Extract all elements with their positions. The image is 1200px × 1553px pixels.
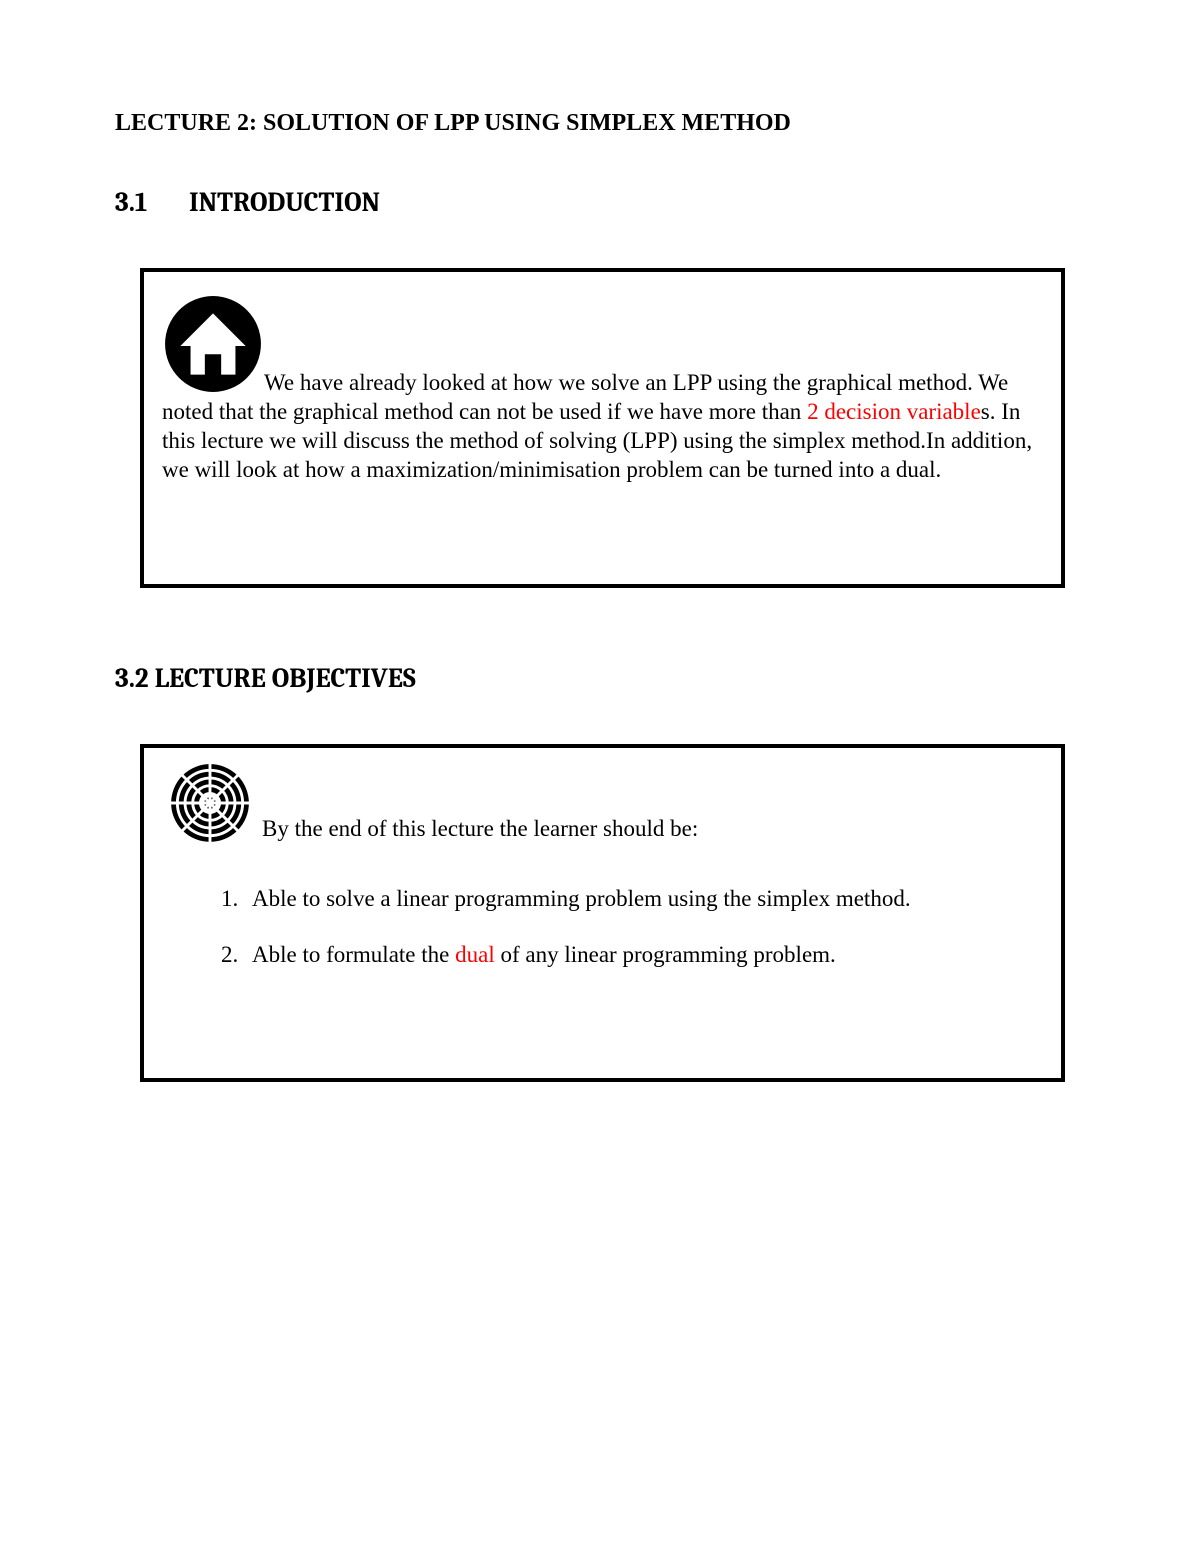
objectives-lead: By the end of this lecture the learner s… — [262, 816, 698, 841]
item-text-before: Able to formulate the — [252, 942, 455, 967]
lecture-title: LECTURE 2: SOLUTION OF LPP USING SIMPLEX… — [115, 110, 1085, 137]
target-icon — [162, 823, 262, 840]
section-heading-intro: 3.1 INTRODUCTION — [115, 187, 1085, 218]
intro-text-highlight: 2 decision variable — [807, 399, 981, 424]
intro-paragraph: We have already looked at how we solve a… — [162, 370, 1032, 481]
section-heading-objectives: 3.2 LECTURE OBJECTIVES — [115, 663, 1085, 694]
section-number: 3.1 — [115, 187, 183, 218]
objectives-box: By the end of this lecture the learner s… — [140, 744, 1065, 1082]
section-heading-text: LECTURE OBJECTIVES — [155, 663, 416, 694]
objectives-list: Able to solve a linear programming probl… — [162, 886, 1043, 968]
item-text-highlight: dual — [455, 942, 495, 967]
home-icon — [162, 290, 264, 398]
intro-box: We have already looked at how we solve a… — [140, 268, 1065, 588]
section-number: 3.2 — [115, 663, 149, 694]
list-item: Able to formulate the dual of any linear… — [244, 942, 1043, 968]
list-item: Able to solve a linear programming probl… — [244, 886, 1043, 912]
section-heading-text: INTRODUCTION — [189, 187, 380, 218]
item-text-after: of any linear programming problem. — [495, 942, 836, 967]
